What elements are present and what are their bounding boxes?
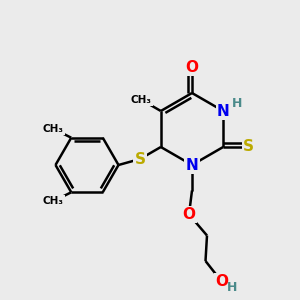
Text: S: S [243, 140, 254, 154]
Text: O: O [215, 274, 229, 290]
Text: N: N [186, 158, 198, 172]
Text: H: H [232, 97, 242, 110]
Text: N: N [217, 103, 230, 118]
Text: H: H [226, 281, 237, 294]
Text: S: S [134, 152, 146, 166]
Text: CH₃: CH₃ [43, 196, 64, 206]
Text: CH₃: CH₃ [131, 95, 152, 105]
Text: O: O [185, 60, 199, 75]
Text: O: O [182, 207, 196, 222]
Text: CH₃: CH₃ [43, 124, 64, 134]
